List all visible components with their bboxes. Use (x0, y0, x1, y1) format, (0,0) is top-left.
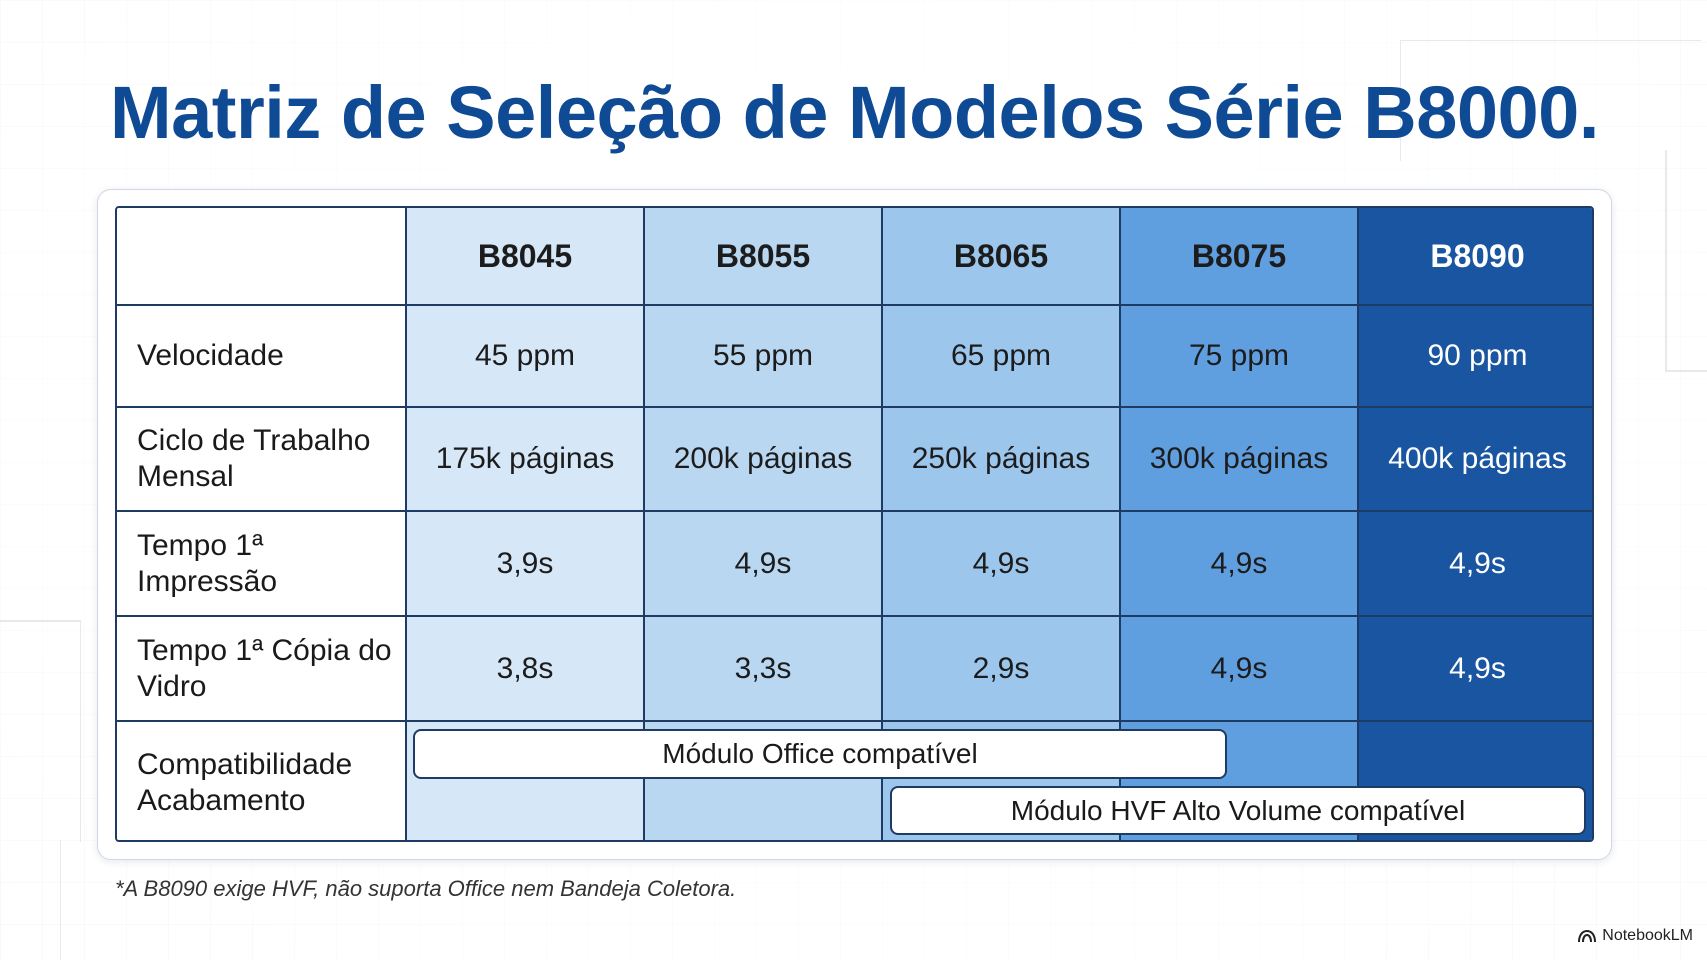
table-cell: 65 ppm (883, 306, 1121, 408)
table-cell: 175k páginas (407, 408, 645, 512)
table-corner-cell (117, 208, 407, 306)
brand-name: NotebookLM (1602, 927, 1693, 944)
table-cell: 400k páginas (1359, 408, 1592, 512)
notebooklm-icon (1578, 929, 1597, 943)
row-label-ciclo-de-trabalho: Ciclo de Trabalho Mensal (117, 408, 407, 512)
table-cell: 4,9s (1359, 512, 1592, 617)
table-cell: 2,9s (883, 617, 1121, 722)
table-cell: 3,3s (645, 617, 883, 722)
table-cell: 55 ppm (645, 306, 883, 408)
table-cell: 4,9s (1121, 512, 1359, 617)
table-cell: 45 ppm (407, 306, 645, 408)
decorative-line (0, 840, 61, 960)
column-header-b8075: B8075 (1121, 208, 1359, 306)
decorative-line (1665, 150, 1707, 372)
table-cell: 75 ppm (1121, 306, 1359, 408)
column-header-b8055: B8055 (645, 208, 883, 306)
table-cell: 200k páginas (645, 408, 883, 512)
footnote: *A B8090 exige HVF, não suporta Office n… (115, 876, 737, 901)
table-cell: 3,9s (407, 512, 645, 617)
table-cell: 4,9s (645, 512, 883, 617)
row-label-tempo-impressao: Tempo 1ª Impressão (117, 512, 407, 617)
brand-watermark: NotebookLM (1578, 927, 1693, 945)
row-label-tempo-copia: Tempo 1ª Cópia do Vidro (117, 617, 407, 722)
table-cell: 250k páginas (883, 408, 1121, 512)
page-title: Matriz de Seleção de Modelos Série B8000… (110, 71, 1599, 154)
decorative-line (0, 620, 81, 842)
row-label-compatibilidade: Compatibilidade Acabamento (117, 722, 407, 840)
table-cell: 90 ppm (1359, 306, 1592, 408)
table-cell: 4,9s (1121, 617, 1359, 722)
hvf-module-badge: Módulo HVF Alto Volume compatível (890, 786, 1586, 835)
model-selection-table: B8045 B8055 B8065 B8075 B8090 Velocidade… (115, 206, 1594, 842)
column-header-b8090: B8090 (1359, 208, 1592, 306)
table-cell: 4,9s (1359, 617, 1592, 722)
column-header-b8045: B8045 (407, 208, 645, 306)
table-cell: 4,9s (883, 512, 1121, 617)
column-header-b8065: B8065 (883, 208, 1121, 306)
office-module-badge: Módulo Office compatível (413, 729, 1227, 779)
table-cell: 300k páginas (1121, 408, 1359, 512)
table-cell: 3,8s (407, 617, 645, 722)
row-label-velocidade: Velocidade (117, 306, 407, 408)
